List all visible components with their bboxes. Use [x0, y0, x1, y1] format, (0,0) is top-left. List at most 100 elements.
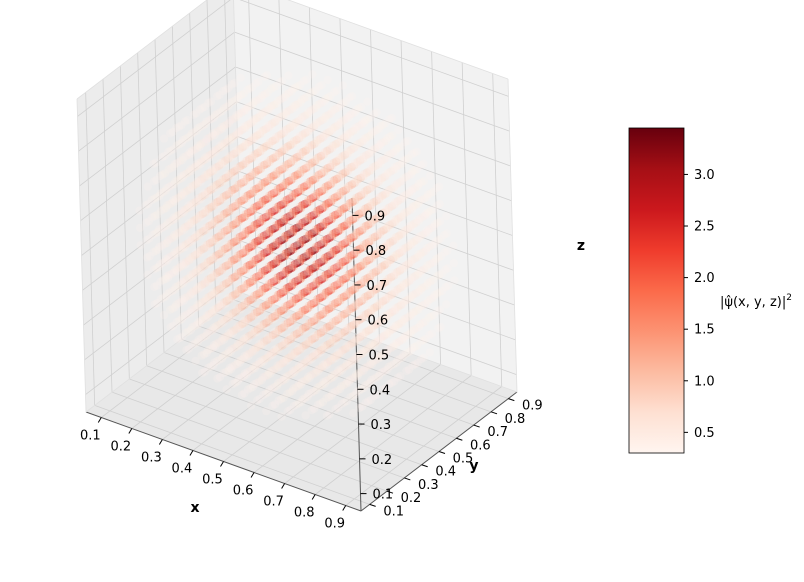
data-point: [389, 322, 398, 331]
data-point: [230, 78, 239, 88]
data-point: [361, 330, 370, 339]
data-point: [368, 200, 378, 209]
data-point: [267, 315, 276, 325]
data-point: [430, 239, 439, 249]
data-point: [381, 119, 390, 128]
pane-edge: [76, 98, 87, 413]
data-point: [200, 173, 209, 182]
data-point: [256, 147, 265, 156]
data-point: [419, 177, 429, 186]
data-point: [162, 221, 171, 230]
data-point: [411, 183, 420, 192]
data-point: [185, 202, 195, 212]
data-point: [240, 351, 249, 361]
data-point: [244, 280, 254, 290]
data-point: [335, 173, 344, 182]
data-point: [303, 110, 312, 119]
data-point: [318, 360, 328, 369]
data-point: [375, 124, 384, 133]
x-tick-label: 0.2: [110, 440, 131, 455]
data-point: [375, 230, 385, 239]
data-point: [268, 154, 278, 163]
data-point: [352, 122, 361, 132]
data-point: [225, 207, 234, 216]
data-point: [315, 154, 325, 163]
data-point: [267, 119, 277, 128]
data-point: [339, 224, 348, 233]
data-point: [309, 332, 318, 341]
data-point: [264, 103, 274, 112]
data-point: [171, 232, 180, 241]
data-point: [246, 207, 255, 216]
data-point: [407, 187, 416, 196]
data-point: [361, 241, 370, 251]
data-point: [377, 156, 386, 165]
data-point: [288, 84, 297, 94]
data-point: [317, 149, 327, 158]
data-point: [363, 240, 372, 249]
data-point: [389, 305, 398, 314]
data-point: [272, 187, 281, 196]
data-point: [440, 248, 449, 257]
data-point: [250, 115, 259, 124]
data-point: [172, 266, 181, 276]
data-point: [209, 201, 219, 211]
data-point: [167, 163, 176, 173]
data-point: [319, 150, 328, 159]
data-point: [389, 234, 398, 243]
data-point: [404, 171, 413, 180]
data-point: [263, 176, 272, 186]
data-point: [277, 269, 286, 278]
data-point: [231, 164, 240, 173]
data-point: [255, 112, 264, 121]
data-point: [272, 170, 281, 179]
data-point: [350, 179, 359, 188]
data-point: [344, 113, 354, 122]
data-point: [350, 267, 359, 276]
data-point: [177, 277, 186, 287]
data-point: [367, 254, 377, 263]
data-point: [203, 189, 212, 198]
data-point: [204, 153, 214, 162]
data-point: [255, 200, 264, 210]
data-point: [449, 258, 459, 268]
grid-line: [80, 101, 237, 222]
data-point: [421, 209, 431, 218]
data-point: [398, 333, 408, 342]
data-point: [255, 340, 264, 349]
data-point: [260, 160, 269, 170]
data-point: [378, 228, 387, 238]
data-point: [404, 239, 414, 249]
data-point: [316, 171, 325, 181]
x-tick: [158, 439, 163, 445]
data-point: [244, 157, 253, 167]
data-point: [244, 120, 253, 129]
data-point: [243, 85, 252, 95]
data-point: [198, 121, 207, 130]
data-point: [304, 162, 313, 171]
data-point: [249, 380, 259, 389]
data-point: [423, 298, 432, 308]
data-point: [276, 309, 285, 318]
data-point: [326, 142, 335, 152]
data-point: [423, 261, 432, 270]
data-point: [170, 230, 179, 240]
data-point: [357, 208, 366, 217]
z-tick-label: 0.5: [369, 349, 390, 364]
data-point: [221, 156, 230, 165]
data-point: [412, 235, 421, 245]
data-point: [232, 148, 241, 157]
data-point: [295, 114, 304, 123]
data-point: [413, 270, 422, 279]
data-point: [216, 213, 225, 223]
data-point: [161, 254, 171, 264]
data-point: [294, 116, 303, 126]
data-point: [224, 189, 233, 199]
data-point: [194, 178, 203, 188]
data-point: [249, 97, 258, 107]
data-point: [185, 148, 194, 157]
data-point: [183, 204, 192, 213]
data-point: [431, 254, 441, 264]
data-point: [237, 264, 247, 274]
x-tick: [250, 472, 255, 478]
